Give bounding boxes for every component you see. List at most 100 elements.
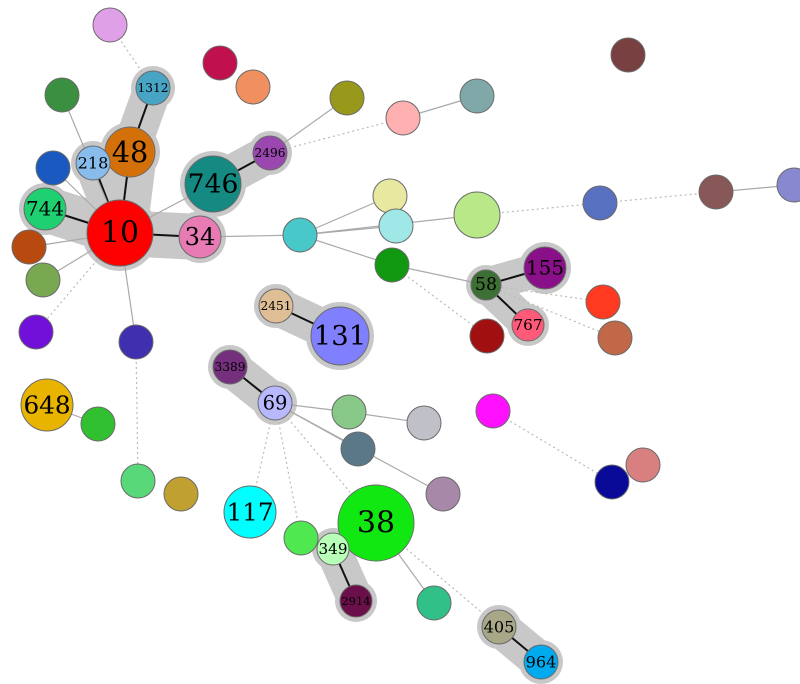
node-circle <box>776 167 800 203</box>
edge-n69-u35 <box>274 402 302 539</box>
node-u1[interactable] <box>92 7 128 43</box>
node-circle <box>283 520 319 556</box>
node-34[interactable]: 34 <box>178 215 222 259</box>
node-405[interactable]: 405 <box>481 609 517 645</box>
node-circle <box>698 174 734 210</box>
node-u36[interactable] <box>416 585 452 621</box>
node-1312[interactable]: 1312 <box>135 70 171 106</box>
node-38[interactable]: 38 <box>337 484 415 562</box>
node-circle <box>511 308 545 342</box>
node-u19[interactable] <box>453 191 501 239</box>
node-circle <box>582 185 618 221</box>
node-circle <box>35 150 71 186</box>
node-u30[interactable] <box>625 447 661 483</box>
node-u35[interactable] <box>283 520 319 556</box>
node-u8[interactable] <box>18 314 54 350</box>
node-u11[interactable] <box>120 463 156 499</box>
node-u15[interactable] <box>459 78 495 114</box>
node-u14[interactable] <box>385 100 421 136</box>
node-u4[interactable] <box>44 77 80 113</box>
node-u33[interactable] <box>340 431 376 467</box>
node-circle <box>481 609 517 645</box>
node-10[interactable]: 10 <box>86 199 154 267</box>
node-circle <box>378 208 414 244</box>
node-648[interactable]: 648 <box>20 378 74 432</box>
node-circle <box>120 463 156 499</box>
node-218[interactable]: 218 <box>75 145 111 181</box>
node-u13[interactable] <box>329 80 365 116</box>
node-circle <box>212 349 248 385</box>
node-u7[interactable] <box>25 262 61 298</box>
node-u22[interactable] <box>698 174 734 210</box>
node-2451[interactable]: 2451 <box>258 288 294 324</box>
node-u32[interactable] <box>406 405 442 441</box>
node-u20[interactable] <box>374 247 410 283</box>
node-circle <box>92 7 128 43</box>
node-u2[interactable] <box>202 45 238 81</box>
node-u34[interactable] <box>425 476 461 512</box>
node-u24[interactable] <box>610 37 646 73</box>
node-u17[interactable] <box>372 178 408 214</box>
node-2914[interactable]: 2914 <box>339 584 373 618</box>
node-label: 648 <box>23 391 70 420</box>
node-u31[interactable] <box>331 394 367 430</box>
node-circle <box>425 476 461 512</box>
node-131[interactable]: 131 <box>310 306 370 366</box>
node-744[interactable]: 744 <box>23 187 67 231</box>
node-circle <box>475 393 511 429</box>
node-circle <box>257 385 293 421</box>
node-circle <box>86 199 154 267</box>
node-circle <box>80 406 116 442</box>
node-349[interactable]: 349 <box>316 532 350 566</box>
node-circle <box>385 100 421 136</box>
node-circle <box>11 229 47 265</box>
node-2496[interactable]: 2496 <box>252 135 288 171</box>
node-69[interactable]: 69 <box>257 385 293 421</box>
node-label: 155 <box>526 257 564 280</box>
node-circle <box>406 405 442 441</box>
edge-n69-n117 <box>249 402 276 513</box>
node-964[interactable]: 964 <box>523 644 559 680</box>
node-u25[interactable] <box>585 284 621 320</box>
node-48[interactable]: 48 <box>104 126 156 178</box>
node-circle <box>523 644 559 680</box>
node-label: 964 <box>526 653 557 672</box>
node-label: 3389 <box>214 360 245 374</box>
node-circle <box>331 394 367 430</box>
node-circle <box>258 288 294 324</box>
node-u3[interactable] <box>235 69 271 105</box>
node-u10[interactable] <box>80 406 116 442</box>
node-u27[interactable] <box>469 318 505 354</box>
edge-u28-u29 <box>492 410 613 483</box>
node-circle <box>118 324 154 360</box>
node-u29[interactable] <box>594 464 630 500</box>
edge-u9-u11 <box>135 341 139 482</box>
node-label: 48 <box>112 135 149 169</box>
node-circle <box>340 431 376 467</box>
node-circle <box>585 284 621 320</box>
node-label: 117 <box>226 498 273 527</box>
node-u5[interactable] <box>35 150 71 186</box>
node-117[interactable]: 117 <box>223 485 277 539</box>
node-circle <box>470 269 502 301</box>
node-label: 405 <box>484 618 515 637</box>
node-767[interactable]: 767 <box>511 308 545 342</box>
node-58[interactable]: 58 <box>470 269 502 301</box>
node-155[interactable]: 155 <box>523 246 567 290</box>
node-u26[interactable] <box>597 320 633 356</box>
node-u21[interactable] <box>582 185 618 221</box>
node-u9[interactable] <box>118 324 154 360</box>
node-u28[interactable] <box>475 393 511 429</box>
node-u23[interactable] <box>776 167 800 203</box>
node-u18[interactable] <box>378 208 414 244</box>
node-circle <box>610 37 646 73</box>
node-u12[interactable] <box>163 476 199 512</box>
node-u16[interactable] <box>282 217 318 253</box>
node-circle <box>453 191 501 239</box>
node-3389[interactable]: 3389 <box>212 349 248 385</box>
node-746[interactable]: 746 <box>184 155 242 213</box>
node-circle <box>625 447 661 483</box>
node-circle <box>374 247 410 283</box>
node-circle <box>25 262 61 298</box>
node-u6[interactable] <box>11 229 47 265</box>
